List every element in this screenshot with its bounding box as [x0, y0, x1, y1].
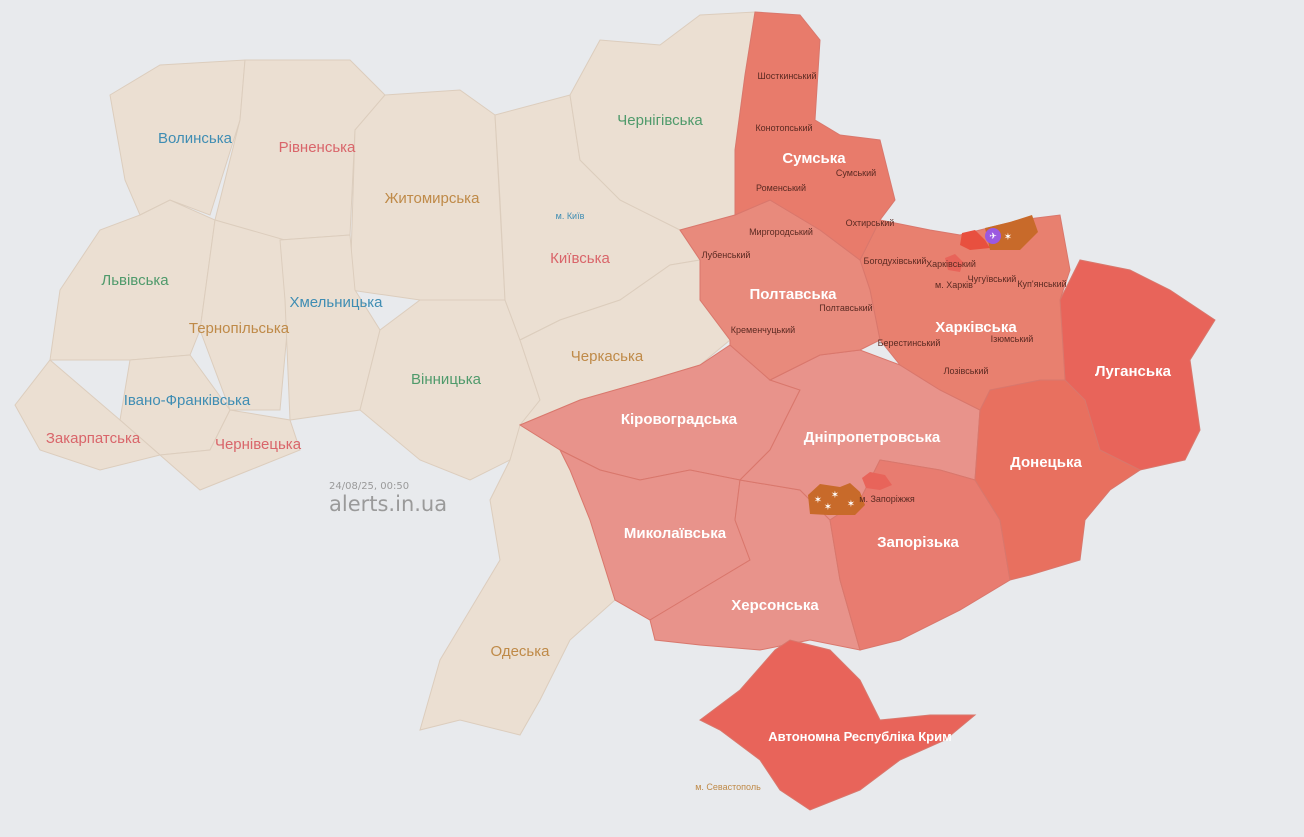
district-label: Роменський — [756, 183, 806, 193]
label-cherkasy: Черкаська — [571, 348, 644, 365]
label-odesa: Одеська — [491, 643, 551, 660]
label-zaporizhzhia-city: м. Запоріжжя — [859, 494, 915, 504]
district-label: Лозівський — [944, 366, 989, 376]
label-zakarpattia: Закарпатська — [46, 430, 141, 447]
label-donetsk: Донецька — [1010, 454, 1082, 471]
artillery-icon[interactable]: ✶ — [831, 490, 839, 501]
kharkiv-border-hromada-alert[interactable] — [960, 230, 990, 250]
label-luhansk: Луганська — [1095, 363, 1172, 380]
region-crimea[interactable] — [699, 639, 977, 811]
district-label: Лубенський — [702, 250, 751, 260]
label-kirovohrad: Кіровоградська — [621, 411, 738, 428]
region-volyn[interactable] — [109, 59, 246, 216]
drone-icon[interactable] — [985, 228, 1001, 244]
label-dnipro: Дніпропетровська — [804, 429, 941, 446]
district-label: Охтирський — [846, 218, 895, 228]
label-poltava: Полтавська — [749, 286, 837, 303]
label-mykolaiv: Миколаївська — [624, 525, 727, 542]
label-lviv: Львівська — [101, 272, 169, 289]
label-sumy: Сумська — [782, 150, 846, 167]
label-sevastopol: м. Севастополь — [695, 782, 761, 792]
label-zhytomyr: Житомирська — [385, 190, 481, 207]
label-kyiv-city: м. Київ — [556, 211, 585, 221]
artillery-icon[interactable]: ✶ — [847, 499, 855, 510]
label-kharkiv: Харківська — [935, 319, 1017, 336]
label-kyiv: Київська — [550, 250, 610, 267]
label-zaporizhzhia: Запорізька — [877, 534, 959, 551]
district-label: Богодухівський — [864, 256, 927, 266]
label-rivne: Рівненська — [279, 139, 356, 156]
region-zakarpattia[interactable] — [14, 359, 162, 471]
label-kherson: Херсонська — [731, 597, 819, 614]
district-label: Харківський — [926, 259, 976, 269]
artillery-icon[interactable]: ✶ — [1004, 232, 1012, 243]
district-label: Шосткинський — [758, 71, 817, 81]
zaporizhzhia-shelling-zone[interactable] — [808, 483, 865, 515]
timestamp: 24/08/25, 00:50 — [329, 481, 409, 492]
drone-glyph: ✈ — [989, 231, 997, 241]
label-crimea: Автономна Республіка Крим — [768, 729, 951, 744]
watermark-logo: alerts.in.ua — [329, 492, 447, 516]
label-volyn: Волинська — [158, 130, 233, 147]
label-vinnytsia: Вінницька — [411, 371, 482, 388]
region-luhansk[interactable] — [1059, 259, 1216, 471]
label-ivano-frankivsk: Івано-Франківська — [124, 392, 251, 409]
label-chernivtsi: Чернівецька — [215, 436, 302, 453]
district-label: Чугуївський — [968, 274, 1017, 284]
zaporizhzhia-city[interactable] — [862, 472, 892, 490]
region-chernivtsi[interactable] — [158, 409, 301, 491]
label-ternopil: Тернопільська — [189, 320, 290, 337]
district-label: Кременчуцький — [731, 325, 795, 335]
district-label: Полтавський — [819, 303, 872, 313]
label-khmelnytskyi: Хмельницька — [289, 294, 383, 311]
district-label: Куп'янський — [1017, 279, 1066, 289]
district-label: м. Харків — [935, 280, 973, 290]
district-label: Ізюмський — [991, 334, 1034, 344]
artillery-icon[interactable]: ✶ — [824, 502, 832, 513]
artillery-icon[interactable]: ✶ — [814, 495, 822, 506]
label-chernihiv: Чернігівська — [617, 112, 703, 129]
district-label: Миргородський — [749, 227, 813, 237]
kharkiv-city[interactable] — [945, 254, 963, 272]
district-label: Конотопський — [755, 123, 812, 133]
district-label: Сумський — [836, 168, 876, 178]
district-label: Берестинський — [878, 338, 941, 348]
region-sumy[interactable] — [734, 11, 896, 261]
